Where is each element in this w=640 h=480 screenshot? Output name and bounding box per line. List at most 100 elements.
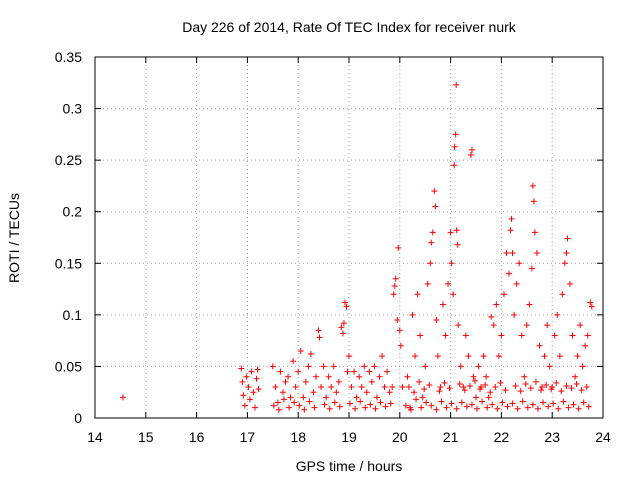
data-point <box>296 402 303 409</box>
data-point <box>310 389 317 396</box>
data-point <box>399 384 406 391</box>
data-point <box>321 401 328 408</box>
data-point <box>376 373 383 380</box>
data-point <box>239 378 246 385</box>
data-point <box>506 270 513 277</box>
data-point <box>405 384 412 391</box>
data-point <box>377 399 384 406</box>
data-point <box>341 299 348 306</box>
data-point <box>477 386 484 393</box>
data-point <box>568 385 575 392</box>
data-point <box>580 399 587 406</box>
x-tick-label: 15 <box>138 429 154 445</box>
data-point <box>473 394 479 401</box>
data-point <box>248 368 255 375</box>
data-point <box>513 280 520 287</box>
data-point <box>432 203 439 210</box>
data-point <box>277 368 284 375</box>
data-point <box>494 405 501 412</box>
data-point <box>295 368 302 375</box>
data-point <box>394 317 401 324</box>
data-point <box>246 396 253 403</box>
data-point <box>297 347 304 354</box>
data-point <box>519 398 526 405</box>
data-point <box>585 403 592 410</box>
data-point <box>536 342 543 349</box>
data-point <box>434 353 441 360</box>
data-point <box>540 399 547 406</box>
data-point <box>582 342 589 349</box>
data-point <box>333 389 340 396</box>
data-point <box>404 373 411 380</box>
data-point <box>466 383 473 390</box>
data-point <box>587 299 594 306</box>
data-point <box>431 188 438 195</box>
data-point <box>517 388 524 395</box>
data-point <box>465 353 472 360</box>
x-tick-label: 17 <box>240 429 256 445</box>
data-point <box>382 403 389 410</box>
data-point <box>311 404 318 411</box>
x-tick-label: 16 <box>189 429 205 445</box>
data-point <box>274 399 281 406</box>
data-point <box>498 332 505 339</box>
data-point <box>539 384 546 391</box>
data-point <box>335 378 342 385</box>
data-point <box>566 280 573 287</box>
data-point <box>485 394 492 401</box>
data-point <box>474 405 481 412</box>
data-point <box>532 378 539 385</box>
data-point <box>384 368 391 375</box>
data-point <box>579 363 586 370</box>
data-point <box>453 405 460 412</box>
data-point <box>545 403 552 410</box>
x-tick-label: 22 <box>494 429 510 445</box>
data-point <box>348 384 355 391</box>
x-tick-label: 14 <box>87 429 103 445</box>
data-point <box>391 282 398 289</box>
y-tick-label: 0.35 <box>55 49 82 65</box>
data-point <box>563 383 570 390</box>
data-point <box>527 385 534 392</box>
data-point <box>565 404 572 411</box>
data-point <box>238 365 245 372</box>
data-point <box>426 381 433 388</box>
data-point <box>272 384 279 391</box>
data-point <box>482 381 489 388</box>
data-point <box>300 394 307 401</box>
data-point <box>357 398 364 405</box>
data-point <box>325 373 332 380</box>
data-point <box>554 311 561 318</box>
data-point <box>583 384 590 391</box>
data-point <box>462 332 469 339</box>
data-point <box>387 400 394 407</box>
data-point <box>471 377 478 384</box>
data-point <box>379 353 386 360</box>
x-tick-labels: 14 15 16 17 18 19 20 21 22 23 24 <box>87 429 611 445</box>
y-tick-label: 0.1 <box>63 307 83 323</box>
data-point <box>270 402 277 409</box>
data-point <box>290 358 297 365</box>
data-point <box>423 399 430 406</box>
data-point <box>240 392 247 399</box>
data-point <box>509 400 516 407</box>
data-point <box>412 353 419 360</box>
data-point <box>279 389 286 396</box>
data-point <box>460 384 467 391</box>
data-point <box>575 405 582 412</box>
data-point <box>488 313 495 320</box>
data-point <box>424 280 431 287</box>
data-point <box>548 386 555 393</box>
y-tick-label: 0.2 <box>63 204 83 220</box>
data-point <box>368 378 375 385</box>
data-point <box>456 380 463 387</box>
data-point <box>302 378 309 385</box>
data-point <box>512 383 519 390</box>
data-point <box>588 303 595 310</box>
data-point <box>312 373 319 380</box>
data-point <box>443 404 450 411</box>
data-point <box>480 353 487 360</box>
data-point <box>346 353 352 360</box>
data-point <box>336 403 343 410</box>
data-point <box>331 399 338 406</box>
